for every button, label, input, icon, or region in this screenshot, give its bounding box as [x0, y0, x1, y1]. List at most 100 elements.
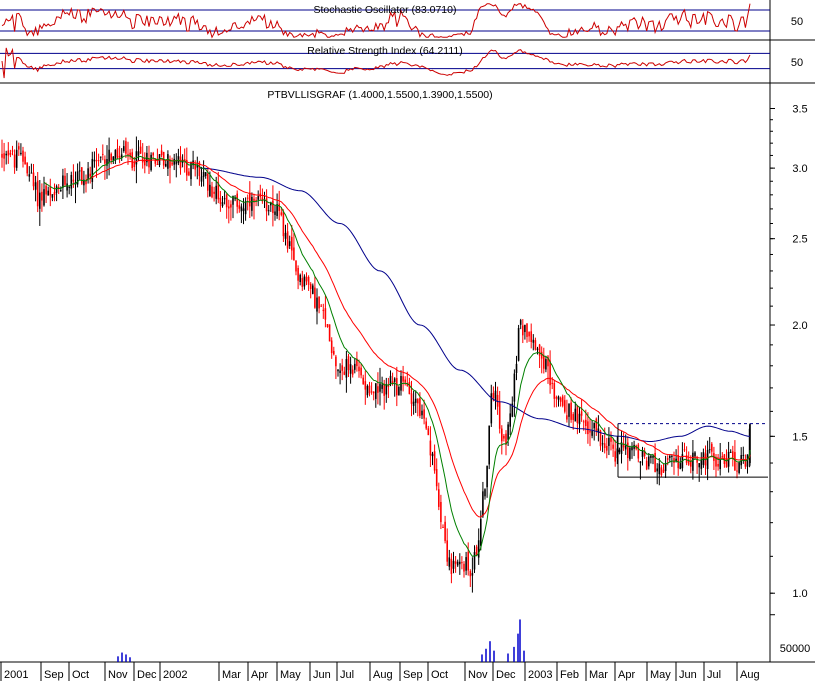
price-candle — [223, 190, 226, 205]
candle-body — [34, 182, 37, 190]
candle-body — [580, 411, 583, 416]
price-title: PTBVLLISGRAF (1.4000,1.5500,1.3900,1.550… — [267, 89, 492, 101]
price-candle — [345, 350, 348, 393]
price-candle — [186, 147, 188, 181]
volume-panel: 50000 — [117, 614, 810, 662]
price-candle — [129, 149, 131, 160]
date-tick-label: 2001 — [4, 669, 28, 681]
candle-body — [255, 199, 257, 202]
price-candle — [293, 232, 295, 261]
candle-body — [393, 378, 396, 382]
price-candle — [711, 442, 713, 457]
price-candle — [127, 141, 129, 165]
candle-body — [591, 431, 593, 436]
price-candle — [68, 185, 70, 195]
candle-body — [118, 155, 121, 159]
price-candle — [696, 455, 698, 474]
candle-body — [505, 433, 507, 445]
candle-body — [240, 206, 243, 212]
price-panel: PTBVLLISGRAF (1.4000,1.5500,1.3900,1.550… — [1, 89, 808, 600]
price-candle — [377, 372, 379, 405]
candle-body — [251, 196, 253, 211]
price-candle — [549, 350, 551, 394]
price-candle — [532, 334, 535, 351]
candle-body — [333, 350, 335, 355]
date-tick-label: Jul — [340, 669, 354, 681]
price-candle — [467, 542, 469, 576]
price-candle — [1, 139, 3, 168]
price-candle — [599, 429, 602, 451]
price-candle — [618, 447, 621, 455]
candle-body — [322, 309, 325, 312]
price-candle — [213, 186, 215, 202]
candle-body — [612, 444, 614, 449]
candle-body — [652, 455, 654, 458]
candle-body — [419, 398, 421, 416]
candle-body — [326, 324, 329, 328]
price-candle — [160, 144, 163, 158]
date-tick-label: Oct — [72, 669, 89, 681]
price-candle — [486, 465, 488, 498]
price-candle — [322, 303, 325, 319]
candle-body — [291, 236, 293, 251]
price-candle — [614, 439, 616, 467]
candle-body — [129, 152, 131, 157]
candle-body — [372, 391, 375, 394]
candle-body — [654, 452, 656, 472]
candle-body — [622, 443, 625, 448]
price-candle — [257, 190, 259, 207]
price-candle — [414, 390, 417, 413]
date-tick-label: Apr — [618, 669, 635, 681]
candle-body — [538, 344, 541, 356]
candle-body — [288, 241, 291, 247]
price-candle — [639, 461, 642, 480]
price-candle — [738, 461, 740, 475]
candle-body — [696, 458, 698, 463]
candle-body — [578, 413, 581, 425]
price-candle — [305, 272, 308, 286]
date-tick-label: Nov — [108, 669, 128, 681]
candle-body — [740, 455, 742, 466]
price-candle — [288, 235, 291, 250]
price-candle — [15, 140, 18, 171]
candle-body — [91, 158, 94, 182]
candle-body — [318, 296, 320, 309]
price-candle — [57, 183, 60, 195]
candle-body — [446, 540, 448, 562]
candle-body — [345, 359, 348, 378]
candle-body — [160, 150, 163, 156]
price-candle — [503, 434, 505, 442]
price-candle — [650, 454, 652, 464]
price-candle — [559, 396, 562, 407]
candle-body — [123, 146, 125, 152]
price-candle — [431, 451, 434, 466]
price-candle — [188, 168, 190, 177]
price-candle — [297, 265, 299, 290]
candle-body — [85, 180, 87, 185]
date-tick-label: Dec — [137, 669, 157, 681]
candle-body — [360, 367, 362, 376]
candle-body — [89, 173, 91, 177]
candle-body — [246, 197, 249, 199]
price-candle — [34, 175, 37, 202]
candle-body — [528, 331, 530, 337]
date-tick-label: Nov — [468, 669, 488, 681]
price-candle — [708, 437, 711, 454]
price-candle — [463, 561, 465, 578]
candle-body — [639, 461, 642, 464]
price-candle — [538, 343, 541, 369]
price-candle — [116, 139, 119, 160]
candle-body — [324, 308, 327, 320]
price-candle — [736, 462, 738, 479]
candle-body — [463, 563, 465, 572]
price-candle — [265, 189, 268, 222]
price-candle — [522, 319, 524, 344]
price-candle — [114, 149, 117, 164]
price-candle — [471, 557, 474, 593]
candle-body — [717, 463, 719, 467]
candle-body — [188, 171, 190, 176]
price-candle — [41, 183, 43, 212]
candle-body — [60, 190, 62, 192]
candle-body — [57, 186, 60, 188]
